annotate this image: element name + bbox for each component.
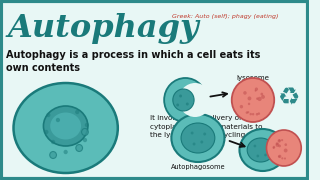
Circle shape bbox=[248, 103, 250, 105]
Circle shape bbox=[250, 113, 252, 115]
Ellipse shape bbox=[247, 138, 274, 162]
Circle shape bbox=[258, 112, 260, 115]
Ellipse shape bbox=[13, 83, 118, 173]
Circle shape bbox=[256, 97, 259, 100]
Circle shape bbox=[284, 148, 288, 152]
Ellipse shape bbox=[44, 106, 88, 146]
Ellipse shape bbox=[50, 112, 81, 140]
Circle shape bbox=[281, 157, 284, 159]
Circle shape bbox=[260, 93, 263, 95]
Circle shape bbox=[264, 154, 267, 156]
Circle shape bbox=[278, 155, 280, 158]
Text: Autophagosome: Autophagosome bbox=[171, 164, 225, 170]
Circle shape bbox=[256, 113, 258, 116]
Circle shape bbox=[176, 103, 179, 107]
Circle shape bbox=[56, 118, 60, 122]
Ellipse shape bbox=[172, 114, 225, 162]
Circle shape bbox=[203, 132, 206, 136]
Circle shape bbox=[240, 105, 243, 108]
Circle shape bbox=[85, 123, 89, 127]
Text: Greek: Auto (self); phagy (eating): Greek: Auto (self); phagy (eating) bbox=[172, 14, 278, 19]
Ellipse shape bbox=[173, 89, 194, 111]
Circle shape bbox=[256, 155, 259, 157]
Ellipse shape bbox=[181, 123, 215, 153]
Circle shape bbox=[232, 78, 274, 122]
Circle shape bbox=[281, 139, 283, 141]
Text: Autophagy is a process in which a cell eats its
own contents: Autophagy is a process in which a cell e… bbox=[6, 50, 260, 73]
Circle shape bbox=[284, 158, 286, 159]
Circle shape bbox=[46, 113, 51, 117]
Circle shape bbox=[75, 110, 79, 114]
Circle shape bbox=[252, 113, 254, 115]
Circle shape bbox=[186, 102, 189, 105]
Ellipse shape bbox=[164, 78, 207, 122]
Circle shape bbox=[276, 143, 279, 147]
Circle shape bbox=[50, 152, 57, 159]
FancyBboxPatch shape bbox=[1, 1, 308, 179]
Circle shape bbox=[255, 87, 258, 91]
Circle shape bbox=[248, 96, 252, 100]
Circle shape bbox=[51, 140, 55, 144]
Ellipse shape bbox=[239, 129, 286, 171]
Circle shape bbox=[243, 91, 247, 95]
Circle shape bbox=[76, 145, 83, 152]
Circle shape bbox=[273, 146, 275, 148]
Circle shape bbox=[83, 138, 87, 142]
Circle shape bbox=[261, 95, 265, 99]
Text: Autophagy: Autophagy bbox=[8, 12, 199, 44]
Circle shape bbox=[82, 129, 88, 136]
Circle shape bbox=[179, 94, 182, 98]
Ellipse shape bbox=[179, 83, 212, 117]
Circle shape bbox=[44, 130, 48, 134]
Circle shape bbox=[64, 150, 68, 154]
Circle shape bbox=[273, 147, 275, 149]
Text: It involves the delivery of
cytoplasmic waste materials to
the lysosome for recy: It involves the delivery of cytoplasmic … bbox=[150, 115, 262, 138]
Circle shape bbox=[267, 130, 301, 166]
Circle shape bbox=[278, 155, 281, 158]
Circle shape bbox=[278, 145, 281, 147]
Circle shape bbox=[258, 97, 262, 101]
Circle shape bbox=[200, 141, 203, 143]
Circle shape bbox=[284, 143, 287, 146]
Circle shape bbox=[255, 90, 257, 92]
Circle shape bbox=[253, 145, 256, 147]
Circle shape bbox=[278, 139, 281, 142]
Circle shape bbox=[191, 132, 194, 134]
Circle shape bbox=[193, 143, 196, 145]
Circle shape bbox=[247, 111, 249, 113]
Circle shape bbox=[246, 111, 248, 114]
Text: ♻: ♻ bbox=[277, 86, 300, 110]
Text: lysosome: lysosome bbox=[236, 75, 269, 81]
Circle shape bbox=[277, 139, 281, 143]
Circle shape bbox=[276, 142, 278, 145]
